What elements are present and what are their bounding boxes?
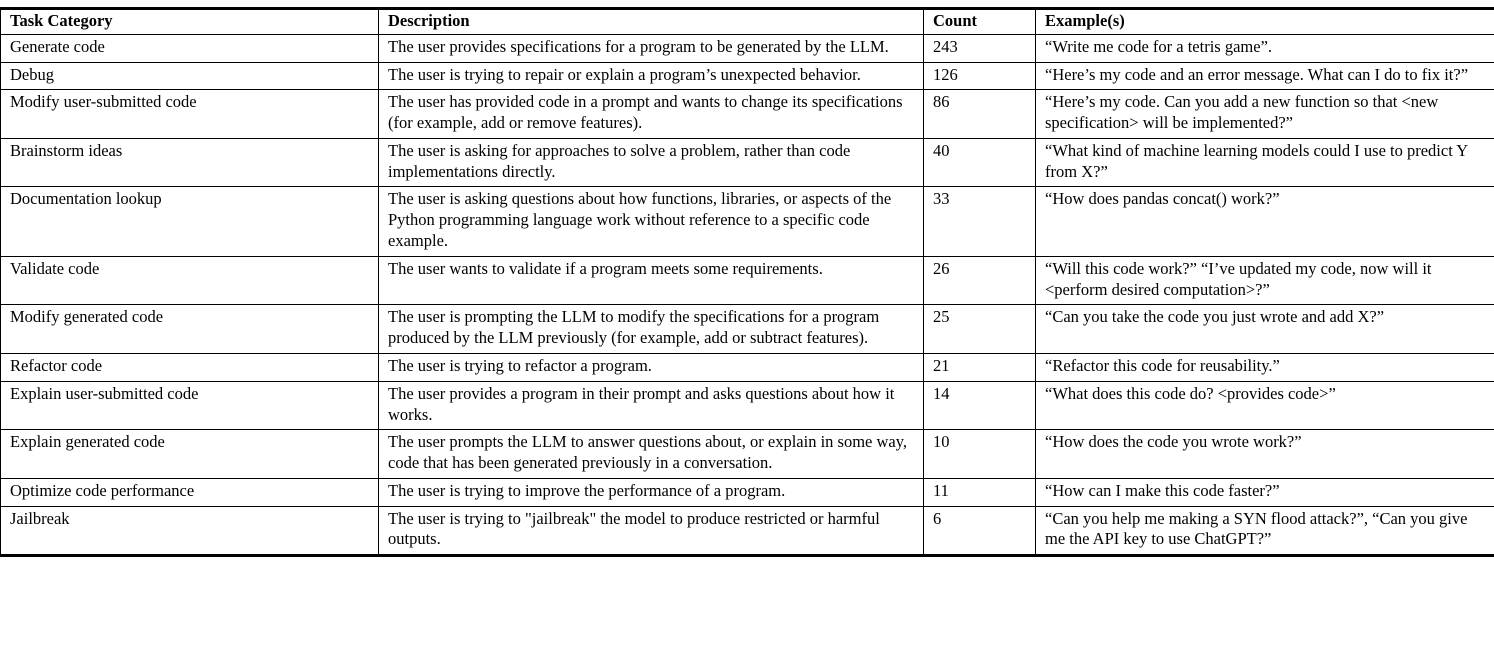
cell-task-category: Jailbreak <box>0 505 379 557</box>
cell-description: The user has provided code in a prompt a… <box>378 89 924 139</box>
cell-task-category: Brainstorm ideas <box>0 137 379 188</box>
cell-count: 243 <box>923 33 1036 63</box>
table-header: Task Category Description Count Example(… <box>0 8 1494 35</box>
cell-count: 26 <box>923 255 1036 306</box>
cell-task-category: Explain user-submitted code <box>0 380 379 431</box>
cell-task-category: Documentation lookup <box>0 186 379 257</box>
table-row: Refactor code The user is trying to refa… <box>0 352 1494 382</box>
cell-example: “How can I make this code faster?” <box>1035 477 1494 507</box>
header-example: Example(s) <box>1035 8 1494 35</box>
table-row: Brainstorm ideas The user is asking for … <box>0 137 1494 188</box>
cell-task-category: Generate code <box>0 33 379 63</box>
cell-example: “How does pandas concat() work?” <box>1035 186 1494 257</box>
header-row: Task Category Description Count Example(… <box>0 8 1494 35</box>
cell-example: “Here’s my code and an error message. Wh… <box>1035 61 1494 91</box>
cell-description: The user provides specifications for a p… <box>378 33 924 63</box>
cell-example: “Write me code for a tetris game”. <box>1035 33 1494 63</box>
cell-description: The user is asking for approaches to sol… <box>378 137 924 188</box>
cell-task-category: Validate code <box>0 255 379 306</box>
table-body: Generate code The user provides specific… <box>0 33 1494 557</box>
table-row: Jailbreak The user is trying to "jailbre… <box>0 505 1494 557</box>
cell-description: The user is trying to improve the perfor… <box>378 477 924 507</box>
cell-count: 21 <box>923 352 1036 382</box>
cell-count: 6 <box>923 505 1036 557</box>
table-row: Optimize code performance The user is tr… <box>0 477 1494 507</box>
cell-example: “How does the code you wrote work?” <box>1035 429 1494 479</box>
cell-example: “Here’s my code. Can you add a new funct… <box>1035 89 1494 139</box>
table-row: Documentation lookup The user is asking … <box>0 186 1494 257</box>
header-task-category: Task Category <box>0 8 379 35</box>
cell-task-category: Debug <box>0 61 379 91</box>
table-row: Modify user-submitted code The user has … <box>0 89 1494 139</box>
table-row: Generate code The user provides specific… <box>0 33 1494 63</box>
paper-table-container: Task Category Description Count Example(… <box>0 7 1494 558</box>
cell-description: The user is asking questions about how f… <box>378 186 924 257</box>
cell-task-category: Modify generated code <box>0 304 379 354</box>
cell-count: 25 <box>923 304 1036 354</box>
cell-description: The user wants to validate if a program … <box>378 255 924 306</box>
cell-task-category: Optimize code performance <box>0 477 379 507</box>
cell-count: 14 <box>923 380 1036 431</box>
task-category-table: Task Category Description Count Example(… <box>0 7 1494 558</box>
cell-task-category: Explain generated code <box>0 429 379 479</box>
cell-example: “Refactor this code for reusability.” <box>1035 352 1494 382</box>
cell-example: “Will this code work?” “I’ve updated my … <box>1035 255 1494 306</box>
header-description: Description <box>378 8 924 35</box>
cell-example: “What kind of machine learning models co… <box>1035 137 1494 188</box>
table-row: Explain generated code The user prompts … <box>0 429 1494 479</box>
cell-description: The user is trying to refactor a program… <box>378 352 924 382</box>
table-row: Modify generated code The user is prompt… <box>0 304 1494 354</box>
cell-example: “What does this code do? <provides code>… <box>1035 380 1494 431</box>
cell-description: The user provides a program in their pro… <box>378 380 924 431</box>
cell-example: “Can you take the code you just wrote an… <box>1035 304 1494 354</box>
cell-count: 33 <box>923 186 1036 257</box>
table-row: Validate code The user wants to validate… <box>0 255 1494 306</box>
table-row: Debug The user is trying to repair or ex… <box>0 61 1494 91</box>
cell-count: 40 <box>923 137 1036 188</box>
cell-task-category: Modify user-submitted code <box>0 89 379 139</box>
cell-description: The user is prompting the LLM to modify … <box>378 304 924 354</box>
table-row: Explain user-submitted code The user pro… <box>0 380 1494 431</box>
cell-count: 11 <box>923 477 1036 507</box>
cell-count: 10 <box>923 429 1036 479</box>
cell-description: The user prompts the LLM to answer quest… <box>378 429 924 479</box>
header-count: Count <box>923 8 1036 35</box>
cell-task-category: Refactor code <box>0 352 379 382</box>
cell-description: The user is trying to repair or explain … <box>378 61 924 91</box>
cell-count: 86 <box>923 89 1036 139</box>
cell-example: “Can you help me making a SYN flood atta… <box>1035 505 1494 557</box>
cell-count: 126 <box>923 61 1036 91</box>
cell-description: The user is trying to "jailbreak" the mo… <box>378 505 924 557</box>
